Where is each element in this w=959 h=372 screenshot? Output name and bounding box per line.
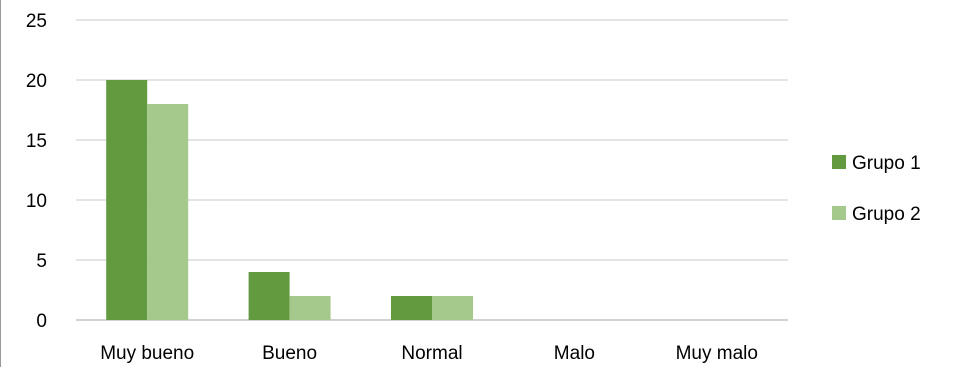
x-category-label: Malo <box>554 343 595 364</box>
y-tick-label: 15 <box>26 131 47 152</box>
bar-2-1 <box>147 104 189 320</box>
legend-label: Grupo 2 <box>852 204 921 225</box>
bar-1-3 <box>391 296 432 320</box>
y-axis-tick-labels: 0 5 10 15 20 25 <box>26 11 47 332</box>
gridlines <box>76 19 788 321</box>
y-tick-label: 0 <box>36 311 47 332</box>
legend-swatch <box>832 155 846 169</box>
x-category-label: Muy bueno <box>100 343 194 364</box>
bars <box>106 80 473 320</box>
legend-label: Grupo 1 <box>852 153 921 174</box>
legend: Grupo 1 Grupo 2 <box>832 153 921 225</box>
x-category-label: Muy malo <box>676 343 758 364</box>
bar-1-1 <box>106 80 148 320</box>
x-category-label: Bueno <box>262 343 317 364</box>
legend-swatch <box>832 206 846 220</box>
y-tick-label: 25 <box>26 11 47 32</box>
x-category-label: Normal <box>401 343 462 364</box>
bar-2-2 <box>289 296 331 320</box>
bar-2-3 <box>432 296 473 320</box>
y-tick-label: 5 <box>36 251 47 272</box>
bar-1-2 <box>248 272 290 320</box>
x-axis-category-labels: Muy bueno Bueno Normal Malo Muy malo <box>100 343 758 364</box>
y-tick-label: 10 <box>26 191 47 212</box>
y-tick-label: 20 <box>26 71 47 92</box>
